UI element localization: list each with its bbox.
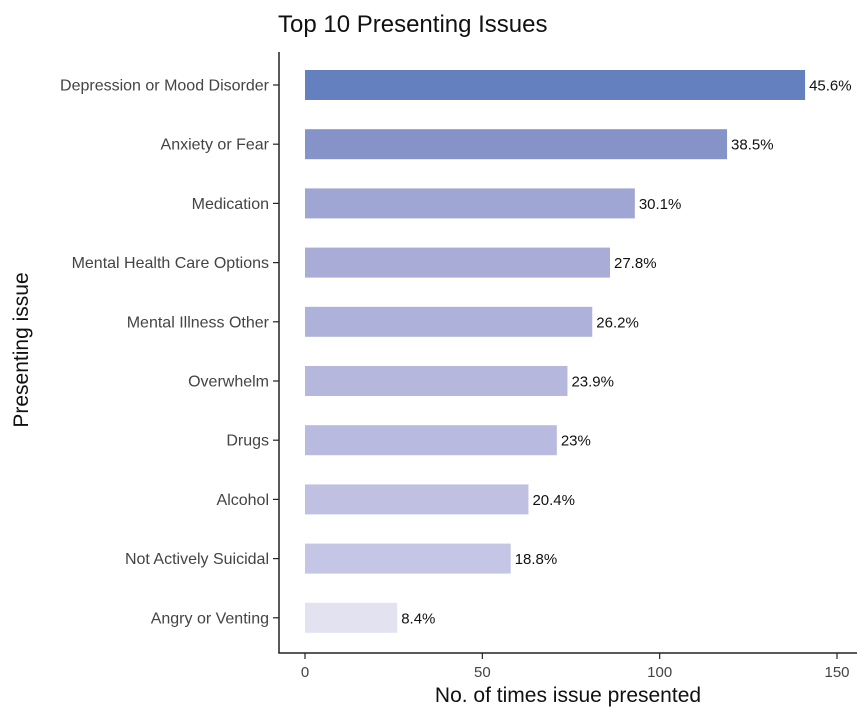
data-label: 38.5% xyxy=(731,137,774,154)
x-tick-label: 0 xyxy=(301,664,309,681)
bar xyxy=(305,602,398,633)
category-label: Depression or Mood Disorder xyxy=(60,78,270,95)
category-label: Angry or Venting xyxy=(151,610,269,627)
x-tick-label: 50 xyxy=(474,664,491,681)
category-label: Overwhelm xyxy=(188,374,269,391)
category-label: Alcohol xyxy=(217,492,269,509)
data-label: 26.2% xyxy=(596,314,639,331)
data-label: 23% xyxy=(561,433,591,450)
bar xyxy=(305,366,568,396)
data-label: 23.9% xyxy=(571,374,614,391)
x-tick-label: 100 xyxy=(647,664,672,681)
data-label: 27.8% xyxy=(614,255,657,272)
x-axis-ticks: 0 50 100 150 xyxy=(301,653,850,681)
bar xyxy=(305,484,529,515)
data-label: 20.4% xyxy=(532,492,575,509)
chart-title: Top 10 Presenting Issues xyxy=(278,11,548,38)
category-labels: Depression or Mood Disorder Anxiety or Fe… xyxy=(60,78,279,627)
data-label: 45.6% xyxy=(809,78,852,95)
category-label: Anxiety or Fear xyxy=(161,137,270,154)
data-labels: 45.6% 38.5% 30.1% 27.8% 26.2% 23.9% 23% 20.4% 18… xyxy=(401,78,851,628)
bar xyxy=(305,188,635,219)
bar xyxy=(305,129,728,160)
category-label: Mental Illness Other xyxy=(127,314,270,331)
category-label: Not Actively Suicidal xyxy=(125,551,269,568)
y-axis-title: Presenting issue xyxy=(10,272,33,427)
bars-group xyxy=(305,70,806,633)
x-axis-title: No. of times issue presented xyxy=(435,684,701,707)
data-label: 8.4% xyxy=(401,610,435,627)
category-label: Medication xyxy=(192,196,269,213)
bar xyxy=(305,70,806,100)
bar xyxy=(305,425,557,456)
category-label: Drugs xyxy=(226,433,269,450)
bar xyxy=(305,247,611,278)
x-tick-label: 150 xyxy=(824,664,849,681)
bar xyxy=(305,543,511,574)
category-label: Mental Health Care Options xyxy=(72,255,269,272)
data-label: 30.1% xyxy=(639,196,682,213)
data-label: 18.8% xyxy=(515,551,558,568)
bar xyxy=(305,306,593,337)
